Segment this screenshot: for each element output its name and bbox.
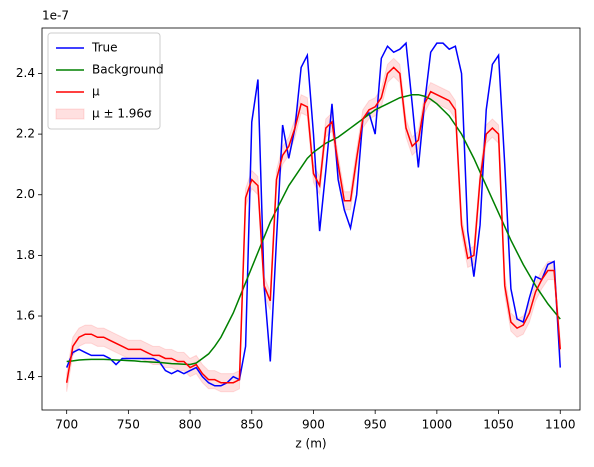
x-tick-label: 950 xyxy=(364,418,387,432)
x-tick-label: 900 xyxy=(302,418,325,432)
y-tick-label: 2.2 xyxy=(16,127,35,141)
x-tick-label: 700 xyxy=(55,418,78,432)
series-line xyxy=(65,66,562,384)
x-tick-label: 1000 xyxy=(422,418,453,432)
y-offset-label: 1e-7 xyxy=(42,9,69,23)
x-tick-label: 850 xyxy=(240,418,263,432)
legend-label: μ ± 1.96σ xyxy=(92,107,152,121)
legend-label: True xyxy=(91,41,118,55)
x-tick-label: 800 xyxy=(179,418,202,432)
x-tick-label: 1100 xyxy=(545,418,576,432)
y-tick-label: 2.0 xyxy=(16,187,35,201)
y-tick-label: 1.8 xyxy=(16,248,35,262)
legend-label: Background xyxy=(92,63,164,77)
legend-box xyxy=(47,32,161,130)
y-tick-label: 2.4 xyxy=(16,66,35,80)
legend-swatch xyxy=(55,108,85,120)
legend-label: μ xyxy=(92,85,100,99)
x-axis-label: z (m) xyxy=(295,437,326,451)
plot-frame xyxy=(41,27,581,411)
y-tick-label: 1.4 xyxy=(16,369,35,383)
y-tick-label: 1.6 xyxy=(16,309,35,323)
series-line xyxy=(66,93,561,366)
series-line xyxy=(65,41,562,387)
x-tick-label: 750 xyxy=(117,418,140,432)
x-tick-label: 1050 xyxy=(483,418,514,432)
